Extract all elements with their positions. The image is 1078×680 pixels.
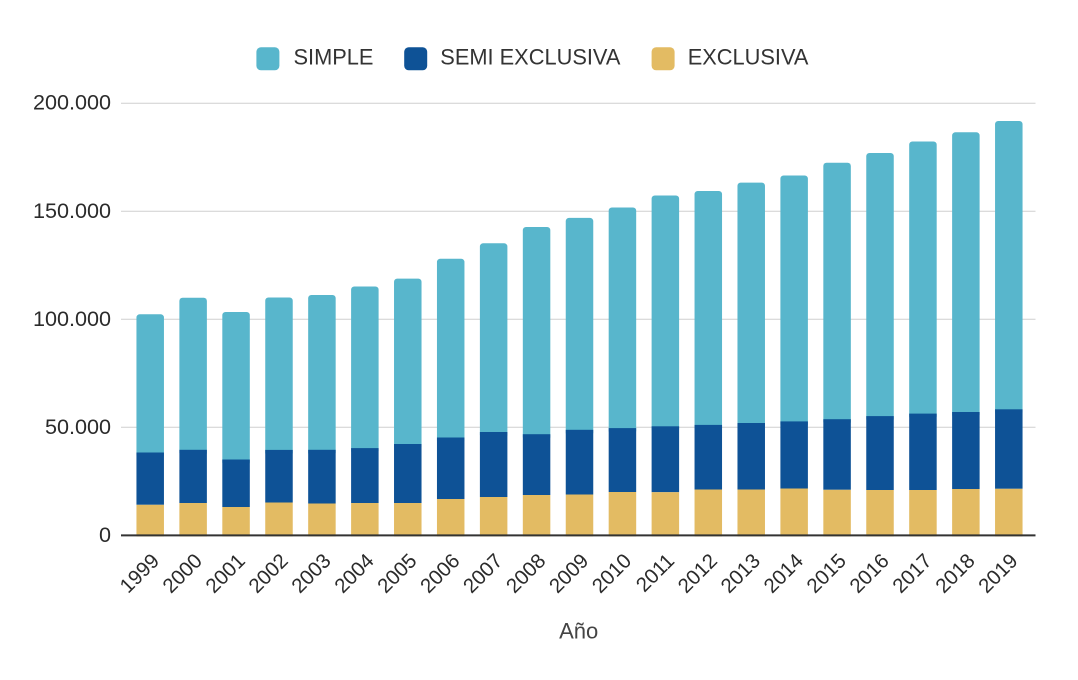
svg-text:SIMPLE: SIMPLE bbox=[294, 44, 374, 69]
svg-text:0: 0 bbox=[99, 522, 111, 547]
svg-text:SEMI EXCLUSIVA: SEMI EXCLUSIVA bbox=[440, 44, 621, 69]
svg-text:EXCLUSIVA: EXCLUSIVA bbox=[688, 44, 809, 69]
svg-text:150.000: 150.000 bbox=[33, 198, 111, 223]
svg-text:100.000: 100.000 bbox=[33, 306, 111, 331]
svg-text:Año: Año bbox=[559, 619, 598, 644]
svg-text:50.000: 50.000 bbox=[45, 414, 111, 439]
svg-text:200.000: 200.000 bbox=[33, 90, 111, 115]
